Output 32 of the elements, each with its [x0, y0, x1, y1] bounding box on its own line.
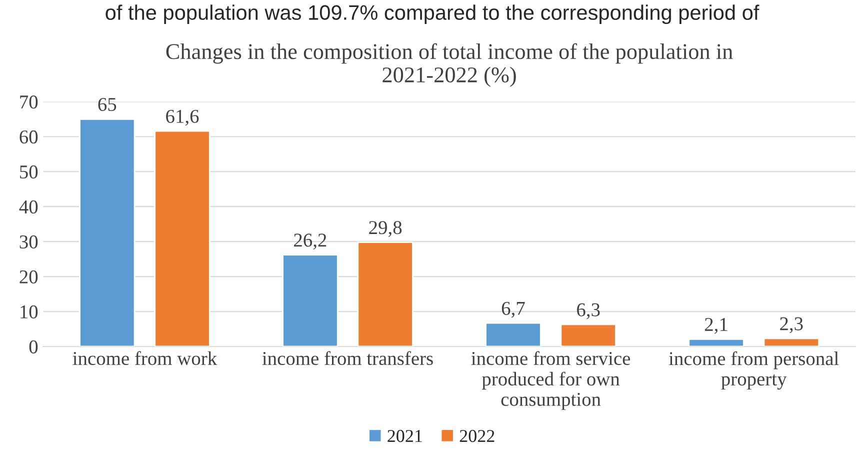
- bar: [560, 324, 616, 346]
- x-tick-label: income from work: [72, 351, 218, 366]
- y-tick-label: 60: [20, 130, 38, 144]
- bar: [688, 338, 744, 346]
- legend-label: 2022: [460, 430, 494, 442]
- bar: [154, 130, 210, 346]
- y-tick-label: 0: [29, 340, 38, 354]
- y-tick-label: 40: [19, 200, 38, 214]
- bar: [282, 254, 338, 346]
- y-tick-label: 50: [20, 165, 38, 179]
- data-label: 26,2: [294, 234, 326, 250]
- bar: [485, 322, 542, 346]
- y-tick-label: 30: [20, 235, 38, 248]
- chart-title: Changes in the composition of total income of the population in 2021-2022 (%): [166, 43, 733, 87]
- y-tick-label: 20: [20, 270, 38, 284]
- x-tick-label: income from service produced for own consumption: [471, 351, 630, 410]
- bar: [357, 242, 414, 346]
- data-label: 2,3: [780, 317, 803, 334]
- y-tick-label: 10: [20, 305, 38, 318]
- text: of the population was 109.7% compared to the corresponding period of: [106, 4, 760, 24]
- y-tick-label: 70: [20, 95, 38, 109]
- data-label: 2,1: [704, 318, 728, 334]
- data-label: 6,3: [577, 303, 600, 320]
- legend-label: 2021: [388, 430, 422, 442]
- data-label: 61,6: [166, 110, 199, 126]
- bar: [763, 338, 820, 346]
- data-label: 29,8: [369, 221, 402, 237]
- x-tick-label: income from personal property: [668, 351, 839, 390]
- bar: [79, 118, 136, 346]
- x-tick-label: income from transfers: [262, 351, 433, 366]
- data-label: 65: [98, 98, 116, 112]
- data-label: 6,7: [502, 302, 525, 318]
